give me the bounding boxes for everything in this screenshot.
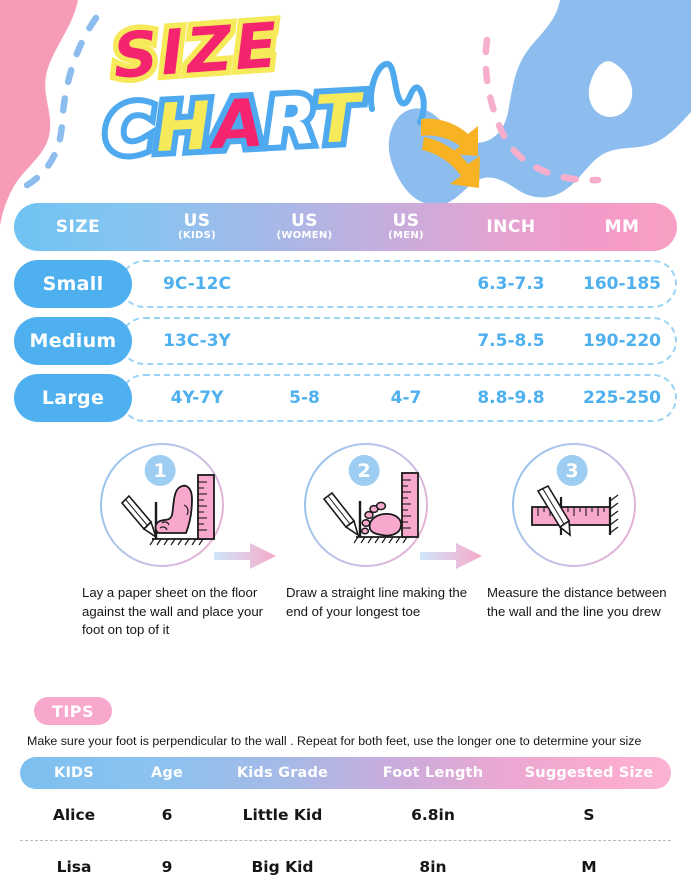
size-badge-medium: Medium: [14, 317, 132, 365]
table-row: Lisa 9 Big Kid 8in M: [20, 840, 671, 892]
flow-arrow-icon: [420, 543, 482, 569]
step-2: 2: [262, 443, 470, 621]
cell-foot-length: 6.8in: [411, 805, 455, 824]
cell-inch: 8.8-9.8: [477, 388, 545, 408]
size-badge-small: Small: [14, 260, 132, 308]
step-3-caption: Measure the distance between the wall an…: [487, 585, 667, 619]
cell-us-women: 5-8: [289, 388, 320, 408]
flow-arrow-icon: [214, 543, 276, 569]
cell-foot-length: 8in: [419, 857, 447, 876]
cell-grade: Big Kid: [251, 857, 314, 876]
cell-mm: 160-185: [582, 274, 662, 294]
header-size: SIZE: [55, 216, 101, 237]
kids-table-header-row: KIDS Age Kids Grade Foot Length Suggeste…: [20, 757, 671, 789]
size-table-header-row: SIZE US (KIDS) US (WOMEN) US (MEN) INCH …: [14, 203, 677, 251]
step-2-circle: 2: [304, 443, 428, 567]
kids-header-suggested: Suggested Size: [524, 765, 654, 781]
size-table: SIZE US (KIDS) US (WOMEN) US (MEN) INCH …: [14, 203, 677, 422]
cell-suggested: M: [581, 857, 597, 876]
foot-side-ruler-icon: [120, 474, 215, 546]
measurement-steps: 1: [0, 443, 691, 683]
kids-header-foot-length: Foot Length: [382, 765, 484, 781]
title-block: SIZE CHART: [97, 3, 525, 189]
header-mm: MM: [604, 216, 640, 237]
cell-us-kids: 13C-3Y: [163, 331, 231, 351]
cell-inch: 6.3-7.3: [477, 274, 545, 294]
page-title-size: SIZE: [105, 3, 288, 98]
header-us-kids: US (KIDS): [178, 211, 216, 241]
table-row: Small 9C-12C 6.3-7.3 160-185: [14, 260, 677, 308]
step-3-circle: 3: [512, 443, 636, 567]
cell-name: Lisa: [56, 857, 92, 876]
cell-inch: 7.5-8.5: [477, 331, 545, 351]
tips-badge: TIPS: [34, 697, 112, 725]
cell-age: 9: [161, 857, 173, 876]
page-title-chart: CHART: [97, 73, 370, 175]
step-1-number: 1: [144, 455, 176, 486]
cell-name: Alice: [52, 805, 96, 824]
kids-header-grade: Kids Grade: [236, 765, 329, 781]
horizontal-ruler-measure-icon: [531, 484, 619, 537]
table-row: Large 4Y-7Y 5-8 4-7 8.8-9.8 225-250: [14, 374, 677, 422]
page-header: SIZE CHART: [0, 0, 691, 196]
step-3-number: 3: [556, 455, 588, 486]
size-badge-large: Large: [14, 374, 132, 422]
header-us-women: US (WOMEN): [276, 211, 333, 241]
table-row: Medium 13C-3Y 7.5-8.5 190-220: [14, 317, 677, 365]
header-us-men: US (MEN): [388, 211, 424, 241]
cell-grade: Little Kid: [242, 805, 323, 824]
step-1-circle: 1: [100, 443, 224, 567]
cell-mm: 225-250: [582, 388, 662, 408]
header-inch: INCH: [486, 216, 536, 237]
cell-mm: 190-220: [582, 331, 662, 351]
kids-header-age: Age: [150, 765, 184, 781]
table-row: Alice 6 Little Kid 6.8in S: [20, 789, 671, 840]
cell-age: 6: [161, 805, 173, 824]
step-3: 3: [470, 443, 678, 621]
cell-us-kids: 9C-12C: [163, 274, 231, 294]
kids-table: KIDS Age Kids Grade Foot Length Suggeste…: [20, 757, 671, 892]
step-1-caption: Lay a paper sheet on the floor against t…: [82, 585, 264, 637]
cell-suggested: S: [583, 805, 595, 824]
step-2-number: 2: [348, 455, 380, 486]
kids-header-name: KIDS: [54, 765, 94, 781]
tips-text: Make sure your foot is perpendicular to …: [27, 734, 642, 748]
cell-us-kids: 4Y-7Y: [170, 388, 224, 408]
step-1: 1: [58, 443, 266, 640]
step-2-caption: Draw a straight line making the end of y…: [286, 585, 468, 619]
cell-us-men: 4-7: [390, 388, 422, 408]
footprint-top-ruler-icon: [322, 472, 419, 544]
